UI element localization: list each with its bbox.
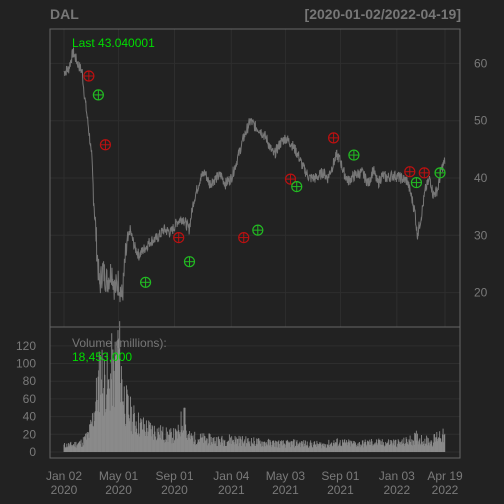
volume-tick-label: 20 — [23, 427, 37, 441]
x-tick-year: 2021 — [218, 483, 245, 497]
volume-label: Volume (millions): — [72, 336, 167, 350]
volume-tick-label: 40 — [23, 410, 37, 424]
volume-tick-label: 120 — [16, 339, 36, 353]
volume-panel-border — [49, 326, 461, 459]
x-tick-label: Jan 02 — [46, 469, 82, 483]
x-tick-year: 2021 — [327, 483, 354, 497]
buy-marker — [291, 180, 303, 193]
buy-marker — [139, 276, 152, 288]
x-tick-year: 2022 — [383, 483, 410, 497]
volume-panel: 0 20 40 60 80 100 120 Volume (millions): 18,45… — [16, 321, 461, 459]
buy-marker — [434, 167, 446, 179]
volume-tick-label: 0 — [29, 445, 36, 459]
price-axis-ticks: 20 30 40 50 60 — [474, 56, 488, 299]
last-price-label: Last 43.040001 — [72, 36, 155, 50]
x-tick-year: 2020 — [105, 483, 132, 497]
sell-marker — [418, 167, 430, 179]
x-tick-year: 2020 — [51, 483, 78, 497]
price-tick-label: 50 — [474, 114, 488, 128]
x-tick-year: 2022 — [432, 483, 459, 497]
sell-marker — [327, 132, 340, 144]
volume-value: 18,453,000 — [72, 350, 132, 364]
x-tick-label: May 01 — [99, 469, 139, 483]
price-tick-label: 60 — [474, 56, 488, 70]
price-tick-label: 20 — [474, 286, 488, 300]
x-tick-label: May 03 — [266, 469, 306, 483]
trade-markers — [83, 70, 446, 288]
volume-tick-label: 80 — [23, 374, 37, 388]
volume-tick-label: 60 — [23, 392, 37, 406]
price-line-series — [63, 47, 446, 303]
sell-marker — [404, 166, 416, 178]
sell-marker — [284, 173, 297, 185]
buy-marker — [183, 256, 196, 268]
volume-bars — [63, 321, 446, 452]
sell-marker — [238, 232, 250, 244]
x-tick-year: 2021 — [272, 483, 299, 497]
x-tick-label: Sep 01 — [155, 469, 193, 483]
price-tick-label: 30 — [474, 228, 488, 242]
price-gridlines — [50, 29, 460, 327]
sell-marker — [173, 232, 185, 244]
buy-marker — [252, 224, 264, 236]
x-tick-label: Jan 04 — [213, 469, 249, 483]
sell-marker — [99, 139, 112, 151]
x-tick-label: Apr 19 — [427, 469, 463, 483]
volume-axis-ticks: 0 20 40 60 80 100 120 — [16, 339, 36, 459]
x-tick-year: 2020 — [161, 483, 188, 497]
symbol-title: DAL — [50, 6, 79, 22]
price-panel: 20 30 40 50 60 Last 43.040001 — [49, 28, 488, 328]
x-tick-label: Jan 03 — [379, 469, 415, 483]
buy-marker — [348, 149, 360, 161]
volume-tick-label: 100 — [16, 357, 36, 371]
date-range-title: [2020-01-02/2022-04-19] — [305, 6, 461, 22]
price-tick-label: 40 — [474, 171, 488, 185]
price-line — [63, 47, 446, 303]
sell-marker — [83, 70, 95, 82]
x-tick-label: Sep 01 — [321, 469, 359, 483]
buy-marker — [92, 89, 104, 101]
buy-marker — [410, 176, 423, 189]
